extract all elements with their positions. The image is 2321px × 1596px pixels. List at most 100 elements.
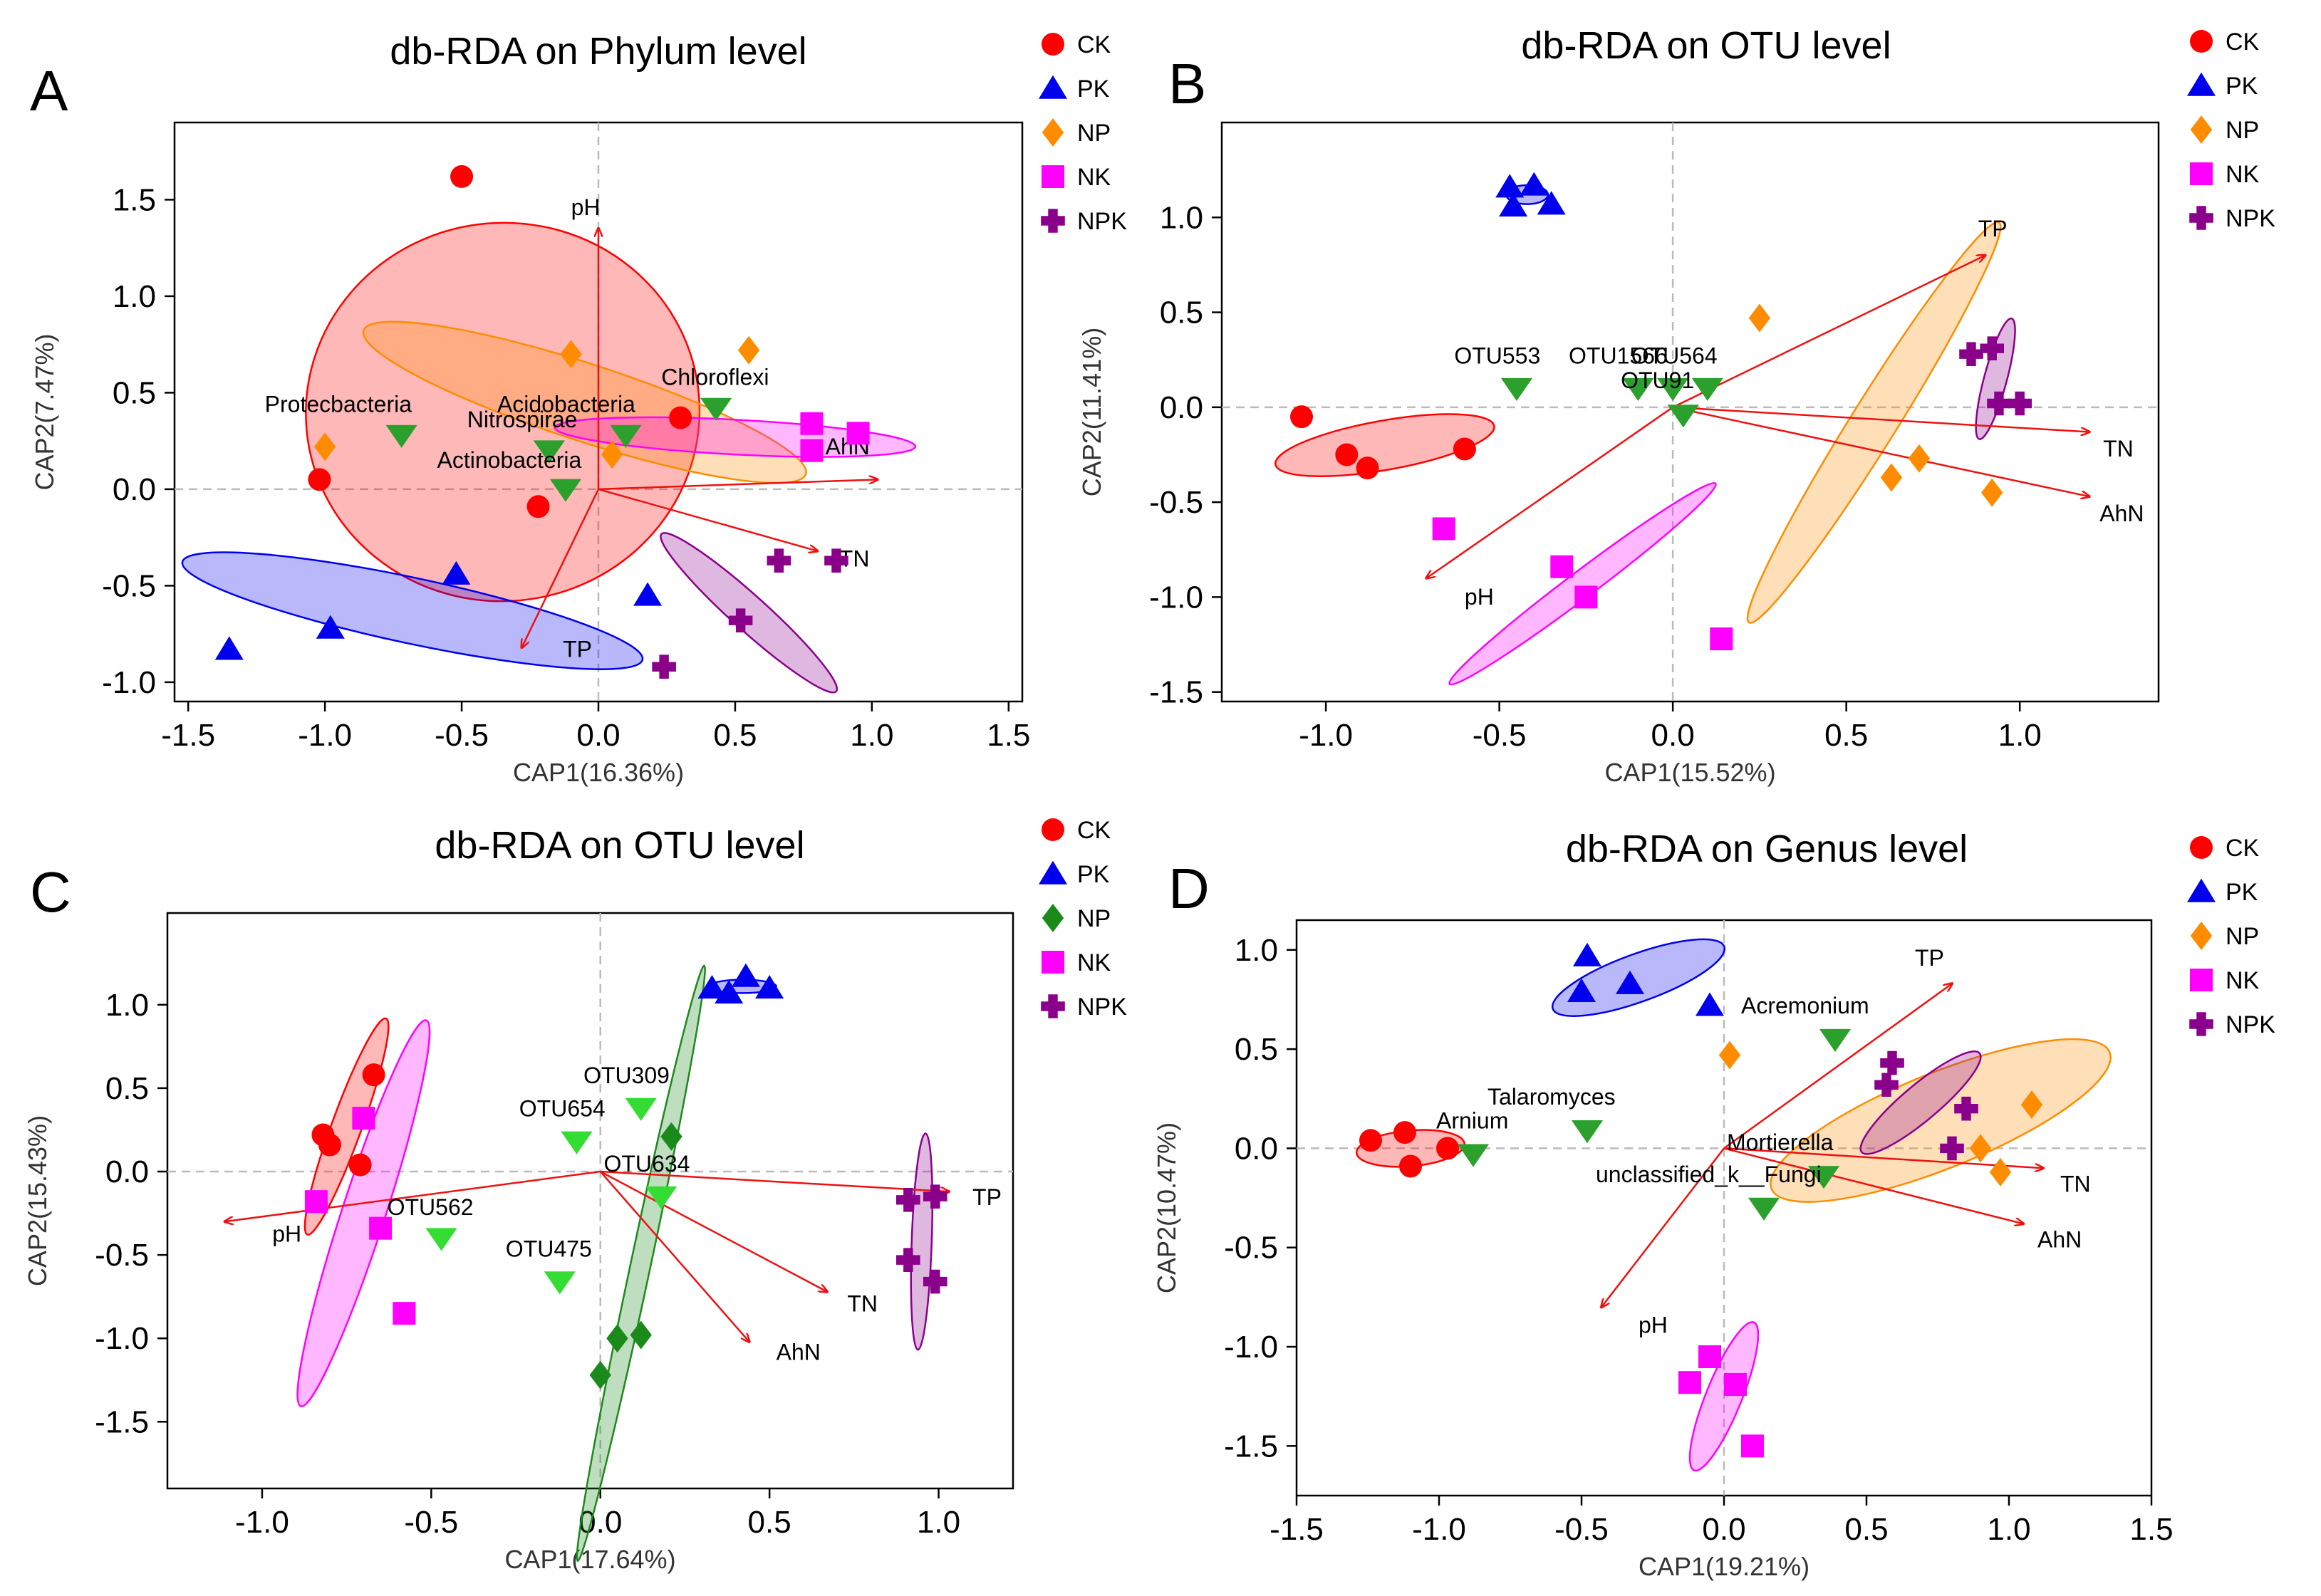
panel-d-point-nk bbox=[1678, 1371, 1701, 1394]
panel-b-species-marker-otu91 bbox=[1657, 377, 1689, 402]
panel-b-point-nk bbox=[1432, 517, 1455, 541]
panel-a-legend-marker-npk bbox=[1041, 209, 1065, 233]
panel-c: db-RDA on OTU level C -1.0 -0.5 0.0 0.5 1.0 -1.… bbox=[23, 817, 1127, 1574]
panel-d-species-marker-talaromyces bbox=[1571, 1120, 1604, 1144]
panel-b-point-np bbox=[1908, 444, 1931, 473]
panel-b-point-ck bbox=[1453, 437, 1476, 461]
panel-a-x-tick-label: 0.5 bbox=[713, 718, 757, 753]
panel-c-legend-label-ck: CK bbox=[1077, 817, 1111, 844]
panel-c-y-tick-label: 0.5 bbox=[105, 1071, 149, 1106]
panel-a-y-axis-label: CAP2(7.47%) bbox=[30, 333, 59, 490]
panel-a-species-label-chloroflexi: Chloroflexi bbox=[661, 365, 769, 390]
panel-c-x-tick-label: 1.0 bbox=[917, 1505, 960, 1540]
panel-c-point-np bbox=[630, 1320, 652, 1350]
panel-d-legend-marker-nk bbox=[2190, 969, 2213, 991]
panel-b-species-label-otu1566: OTU1566 bbox=[1569, 343, 1668, 369]
panel-a-legend-label-pk: PK bbox=[1077, 75, 1110, 103]
panel-a-legend-label-nk: NK bbox=[1077, 164, 1111, 191]
panel-c-point-npk bbox=[923, 1184, 947, 1209]
panel-b-point-pk bbox=[1520, 172, 1549, 196]
panel-a-point-np bbox=[601, 440, 623, 469]
panel-a-point-ck bbox=[308, 468, 331, 491]
panel-d-vector-label-tn: TN bbox=[2060, 1172, 2091, 1197]
panel-c-y-axis-label: CAP2(15.43%) bbox=[23, 1115, 52, 1286]
panel-a-x-tick-label: 0.0 bbox=[576, 718, 620, 753]
panel-b: db-RDA on OTU level B -1.0 -0.5 0.0 0.5 1.0 -1.… bbox=[1077, 24, 2275, 787]
panel-b-ellipse-ck bbox=[1274, 413, 1495, 477]
panel-d-vector-tp bbox=[1723, 984, 1952, 1149]
panel-d-species-label-talaromyces: Talaromyces bbox=[1487, 1084, 1616, 1110]
panel-d-point-nk bbox=[1741, 1434, 1764, 1458]
panel-b-point-pk bbox=[1537, 191, 1566, 215]
panel-a-point-npk bbox=[767, 548, 791, 573]
panel-a-letter: A bbox=[30, 59, 68, 122]
panel-c-species-marker-otu475 bbox=[544, 1271, 576, 1295]
panel-d-y-tick-label: -0.5 bbox=[1224, 1231, 1278, 1266]
panel-b-y-tick-label: -1.5 bbox=[1149, 675, 1203, 710]
panel-d-legend-label-npk: NPK bbox=[2226, 1011, 2275, 1038]
panel-c-vector-label-tn: TN bbox=[847, 1291, 878, 1317]
panel-b-y-tick-label: 0.5 bbox=[1160, 296, 1203, 330]
panel-a-ellipse-nk bbox=[554, 416, 917, 458]
panel-d-species-marker-unclassified-k-fungi bbox=[1748, 1197, 1780, 1221]
panel-c-point-pk bbox=[731, 963, 760, 987]
panel-b-y-tick-label: 0.0 bbox=[1160, 390, 1203, 425]
panel-d-vector-ph bbox=[1601, 1147, 1725, 1307]
panel-a-species-label-acidobacteria: Acidobacteria bbox=[497, 392, 635, 417]
panel-a-point-nk bbox=[800, 412, 824, 435]
panel-d-species-label-mortierella: Mortierella bbox=[1727, 1130, 1834, 1155]
panel-c-y-tick-label: -0.5 bbox=[95, 1238, 149, 1273]
panel-b-legend-label-nk: NK bbox=[2226, 161, 2260, 188]
panel-d-point-ck bbox=[1359, 1129, 1382, 1152]
panel-c-species-label-otu654: OTU654 bbox=[519, 1096, 606, 1122]
panel-b-legend-label-np: NP bbox=[2226, 117, 2259, 144]
panel-a-species-label-protecbacteria: Protecbacteria bbox=[265, 392, 412, 417]
panel-d-x-tick-label: -1.0 bbox=[1412, 1512, 1466, 1547]
panel-a-point-npk bbox=[652, 654, 676, 679]
panel-a-point-ck bbox=[669, 406, 692, 429]
panel-d-y-tick-label: 0.0 bbox=[1235, 1131, 1278, 1166]
panel-c-species-label-otu634: OTU634 bbox=[603, 1151, 690, 1177]
panel-a-point-ck bbox=[450, 165, 474, 188]
panel-d-species-label-acremonium: Acremonium bbox=[1741, 993, 1869, 1018]
panel-c-vector-label-tp: TP bbox=[972, 1184, 1002, 1210]
panel-b-legend-marker-npk bbox=[2189, 206, 2213, 230]
panel-b-point-npk bbox=[2008, 391, 2032, 416]
panel-b-point-np bbox=[1981, 478, 2003, 507]
panel-d-point-npk bbox=[1954, 1096, 1978, 1121]
panel-c-point-nk bbox=[369, 1216, 393, 1240]
panel-d-legend-label-np: NP bbox=[2226, 923, 2259, 950]
panel-b-x-tick-label: -0.5 bbox=[1473, 718, 1527, 753]
panel-a-y-tick-label: 1.5 bbox=[113, 182, 156, 217]
panel-c-point-np bbox=[589, 1360, 611, 1389]
panel-c-legend-marker-pk bbox=[1039, 860, 1067, 885]
panel-d-ellipse-npk bbox=[1859, 1050, 1982, 1155]
panel-d-x-axis-label: CAP1(19.21%) bbox=[1639, 1552, 1809, 1581]
panel-b-point-npk bbox=[1959, 342, 1983, 366]
panel-d-x-tick-label: 0.5 bbox=[1844, 1512, 1888, 1547]
panel-c-point-ck bbox=[318, 1133, 341, 1157]
panel-c-vector-label-ahn: AhN bbox=[777, 1340, 821, 1365]
panel-c-title: db-RDA on OTU level bbox=[435, 824, 804, 867]
panel-d-legend-label-ck: CK bbox=[2226, 835, 2260, 862]
panel-a-point-ck bbox=[526, 495, 550, 518]
panel-a-species-label-actinobacteria: Actinobacteria bbox=[437, 447, 582, 473]
panel-d-x-tick-label: 1.0 bbox=[1987, 1512, 2030, 1547]
panel-c-legend-marker-np bbox=[1042, 904, 1064, 932]
panel-c-y-tick-label: 1.0 bbox=[105, 988, 149, 1023]
panel-d-point-ck bbox=[1399, 1154, 1422, 1178]
panel-a-point-np bbox=[737, 335, 760, 365]
panel-a-y-tick-label: 0.0 bbox=[113, 472, 156, 507]
panel-a-legend: CK PK NP NK NPK bbox=[1039, 31, 1127, 235]
panel-d-species-label-arnium: Arnium bbox=[1436, 1108, 1508, 1134]
panel-c-legend-label-np: NP bbox=[1077, 905, 1111, 932]
panel-c-ellipse-npk bbox=[910, 1132, 934, 1351]
panel-b-point-np bbox=[1880, 463, 1903, 492]
panel-b-vector-ahn bbox=[1672, 406, 2089, 496]
panel-b-species-label-otu564: OTU564 bbox=[1631, 343, 1718, 369]
panel-a-vector-ahn bbox=[598, 479, 878, 491]
panel-d-x-tick-label: -0.5 bbox=[1554, 1512, 1609, 1547]
panel-b-point-ck bbox=[1290, 405, 1314, 429]
panel-c-vector-label-ph: pH bbox=[272, 1221, 301, 1246]
